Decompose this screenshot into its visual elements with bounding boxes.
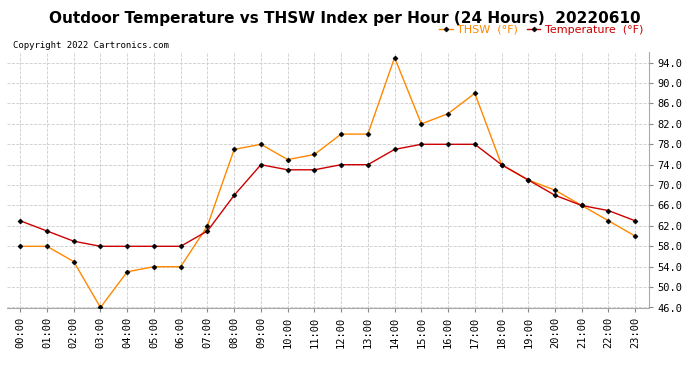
Temperature  (°F) bbox=[471, 142, 479, 147]
Temperature  (°F) bbox=[444, 142, 452, 147]
Text: Copyright 2022 Cartronics.com: Copyright 2022 Cartronics.com bbox=[13, 41, 169, 50]
THSW  (°F) bbox=[123, 270, 131, 274]
Line: THSW  (°F): THSW (°F) bbox=[19, 56, 637, 309]
THSW  (°F) bbox=[310, 152, 319, 157]
THSW  (°F) bbox=[97, 305, 105, 310]
THSW  (°F) bbox=[230, 147, 238, 152]
Legend: THSW  (°F), Temperature  (°F): THSW (°F), Temperature (°F) bbox=[440, 25, 643, 35]
THSW  (°F) bbox=[578, 203, 586, 208]
THSW  (°F) bbox=[204, 224, 212, 228]
Temperature  (°F) bbox=[43, 229, 51, 233]
THSW  (°F) bbox=[150, 264, 158, 269]
THSW  (°F) bbox=[417, 122, 426, 126]
Temperature  (°F) bbox=[230, 193, 238, 198]
Temperature  (°F) bbox=[310, 168, 319, 172]
Temperature  (°F) bbox=[97, 244, 105, 249]
THSW  (°F) bbox=[337, 132, 345, 136]
Temperature  (°F) bbox=[497, 162, 506, 167]
THSW  (°F) bbox=[177, 264, 185, 269]
THSW  (°F) bbox=[16, 244, 24, 249]
Temperature  (°F) bbox=[70, 239, 78, 243]
Temperature  (°F) bbox=[631, 219, 640, 223]
Temperature  (°F) bbox=[257, 162, 265, 167]
THSW  (°F) bbox=[391, 56, 399, 60]
THSW  (°F) bbox=[284, 158, 292, 162]
Temperature  (°F) bbox=[417, 142, 426, 147]
Temperature  (°F) bbox=[204, 229, 212, 233]
Temperature  (°F) bbox=[284, 168, 292, 172]
Temperature  (°F) bbox=[123, 244, 131, 249]
Temperature  (°F) bbox=[150, 244, 158, 249]
THSW  (°F) bbox=[444, 111, 452, 116]
THSW  (°F) bbox=[497, 162, 506, 167]
THSW  (°F) bbox=[257, 142, 265, 147]
THSW  (°F) bbox=[604, 219, 613, 223]
Temperature  (°F) bbox=[337, 162, 345, 167]
Temperature  (°F) bbox=[391, 147, 399, 152]
THSW  (°F) bbox=[524, 178, 533, 182]
Text: Outdoor Temperature vs THSW Index per Hour (24 Hours)  20220610: Outdoor Temperature vs THSW Index per Ho… bbox=[49, 11, 641, 26]
Temperature  (°F) bbox=[177, 244, 185, 249]
Temperature  (°F) bbox=[524, 178, 533, 182]
Temperature  (°F) bbox=[16, 219, 24, 223]
Line: Temperature  (°F): Temperature (°F) bbox=[19, 142, 637, 248]
Temperature  (°F) bbox=[578, 203, 586, 208]
THSW  (°F) bbox=[70, 260, 78, 264]
THSW  (°F) bbox=[471, 91, 479, 96]
THSW  (°F) bbox=[364, 132, 372, 136]
THSW  (°F) bbox=[43, 244, 51, 249]
THSW  (°F) bbox=[551, 188, 559, 192]
Temperature  (°F) bbox=[364, 162, 372, 167]
THSW  (°F) bbox=[631, 234, 640, 238]
Temperature  (°F) bbox=[551, 193, 559, 198]
Temperature  (°F) bbox=[604, 209, 613, 213]
